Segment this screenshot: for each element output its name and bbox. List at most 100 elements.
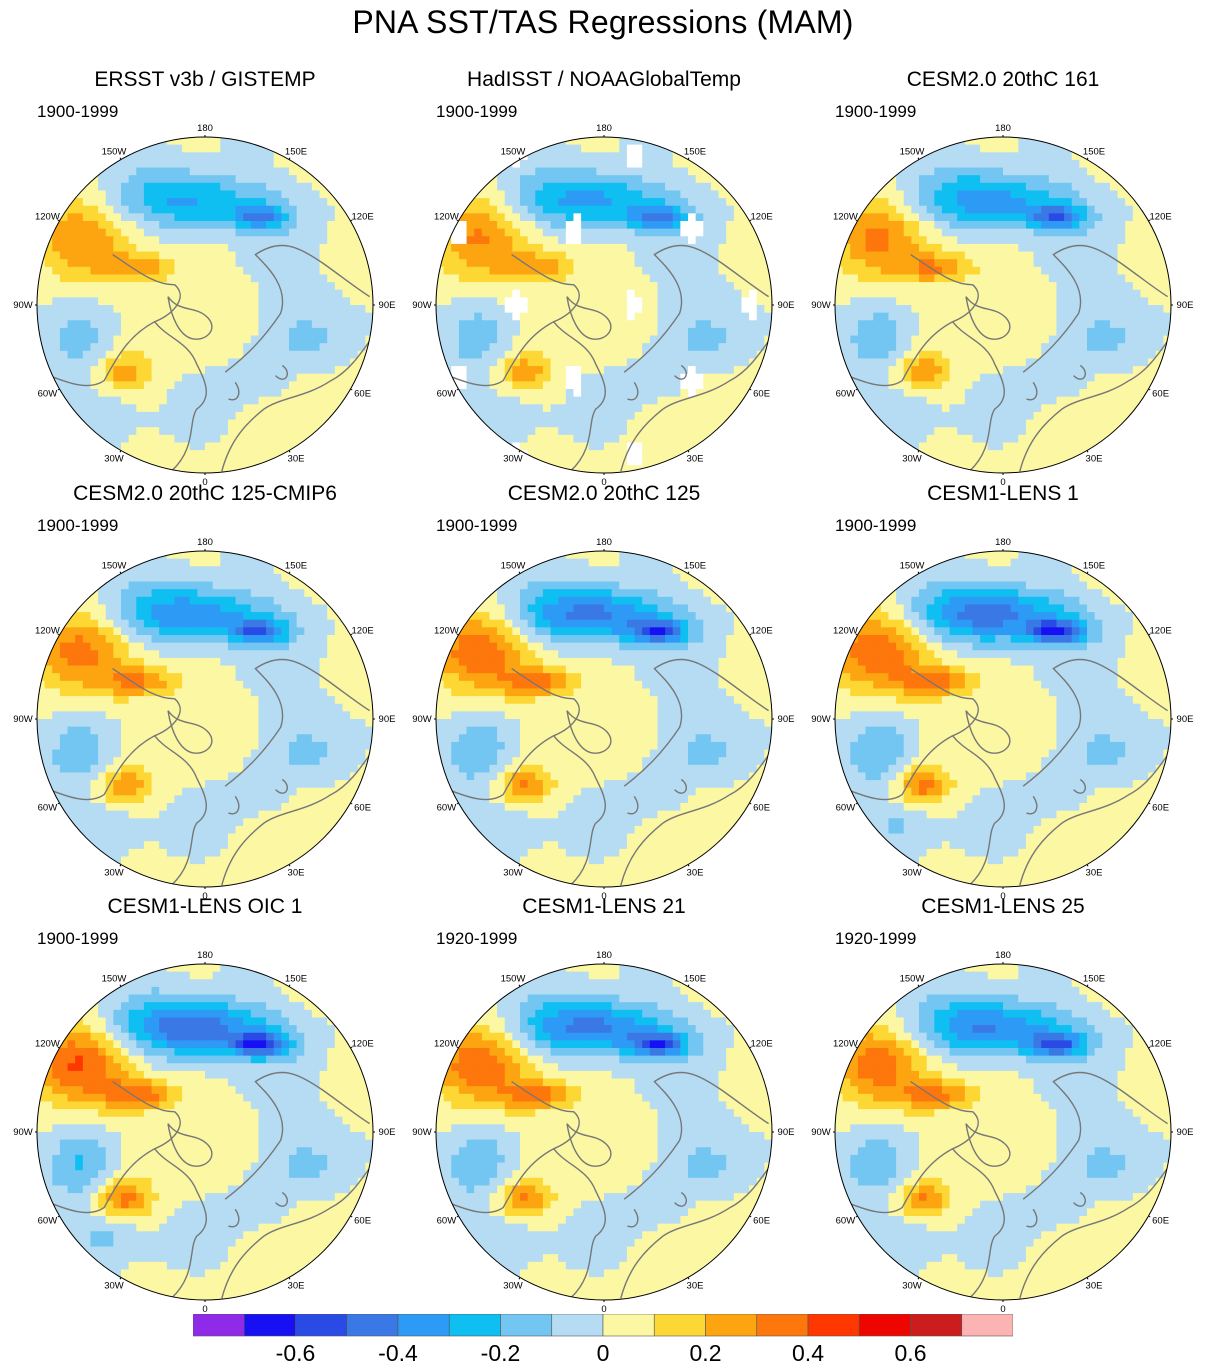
field-cell	[334, 358, 344, 367]
field-cell	[919, 167, 928, 176]
field-cell	[596, 389, 605, 398]
field-cell	[296, 335, 305, 344]
field-cell	[980, 427, 989, 436]
field-cell	[121, 596, 130, 606]
field-cell	[672, 266, 681, 276]
field-cell	[665, 305, 674, 314]
field-cell	[128, 190, 137, 199]
field-cell	[350, 289, 359, 298]
field-cell	[688, 236, 697, 245]
field-cell	[634, 190, 643, 199]
field-cell	[926, 350, 935, 360]
field-cell	[987, 228, 996, 237]
field-cell	[52, 297, 61, 306]
field-cell	[266, 282, 275, 291]
field-cell	[934, 358, 943, 367]
field-cell	[604, 404, 613, 413]
field-cell	[1163, 289, 1171, 298]
field-cell	[527, 289, 536, 298]
field-cell	[121, 366, 130, 375]
field-cell	[205, 152, 214, 161]
field-cell	[680, 427, 689, 436]
field-cell	[189, 573, 198, 583]
field-cell	[995, 373, 1004, 382]
field-cell	[980, 442, 989, 451]
field-cell	[542, 457, 552, 466]
field-cell	[44, 335, 53, 344]
field-cell	[688, 243, 697, 253]
field-cell	[535, 335, 544, 344]
field-cell	[710, 335, 720, 344]
field-cell	[896, 312, 905, 321]
field-cell	[1094, 198, 1103, 207]
field-cell	[649, 259, 659, 268]
field-cell	[911, 167, 920, 176]
field-cell	[1025, 175, 1035, 184]
field-cell	[220, 465, 229, 473]
field-cell	[266, 167, 275, 176]
field-cell	[220, 589, 229, 598]
field-cell	[52, 259, 61, 268]
field-cell	[919, 274, 928, 283]
field-cell	[550, 350, 559, 360]
field-cell	[151, 450, 160, 459]
field-cell	[174, 167, 183, 176]
field-cell	[911, 282, 920, 291]
field-cell	[512, 404, 521, 413]
field-cell	[581, 350, 590, 360]
field-cell	[250, 198, 260, 207]
field-cell	[865, 289, 874, 298]
field-cell	[626, 450, 636, 459]
field-cell	[159, 182, 168, 192]
field-cell	[1109, 404, 1119, 413]
field-cell	[37, 327, 46, 337]
field-cell	[319, 343, 328, 352]
field-cell	[957, 381, 966, 390]
field-cell	[604, 221, 613, 230]
field-cell	[159, 144, 168, 153]
field-cell	[205, 159, 214, 169]
field-cell	[59, 236, 69, 245]
field-cell	[880, 327, 890, 337]
field-cell	[626, 427, 636, 436]
field-cell	[520, 305, 529, 314]
field-cell	[980, 152, 989, 161]
field-cell	[718, 266, 727, 276]
field-cell	[542, 236, 552, 245]
field-cell	[212, 312, 221, 321]
field-cell	[334, 228, 344, 237]
field-cell	[857, 259, 867, 268]
field-cell	[542, 427, 552, 436]
field-cell	[289, 366, 298, 375]
field-cell	[319, 350, 328, 360]
field-cell	[558, 198, 567, 207]
field-cell	[672, 182, 681, 192]
field-cell	[573, 221, 582, 230]
field-cell	[504, 335, 513, 344]
field-cell	[964, 419, 974, 428]
field-cell	[619, 159, 628, 169]
field-cell	[235, 144, 244, 153]
field-cell	[37, 297, 46, 306]
field-cell	[466, 335, 475, 344]
field-cell	[527, 167, 536, 176]
field-cell	[1056, 404, 1065, 413]
field-cell	[458, 312, 468, 321]
field-cell	[273, 282, 282, 291]
field-cell	[865, 381, 874, 390]
field-cell	[121, 411, 130, 421]
field-cell	[934, 228, 943, 237]
field-cell	[987, 190, 996, 199]
field-cell	[227, 373, 237, 382]
field-cell	[642, 366, 651, 375]
field-cell	[710, 182, 720, 192]
field-cell	[733, 236, 743, 245]
field-cell	[342, 236, 351, 245]
field-cell	[941, 312, 951, 321]
field-cell	[919, 320, 928, 329]
field-cell	[113, 274, 122, 283]
field-cell	[151, 573, 160, 583]
field-cell	[1010, 213, 1019, 222]
field-cell	[1010, 236, 1019, 245]
